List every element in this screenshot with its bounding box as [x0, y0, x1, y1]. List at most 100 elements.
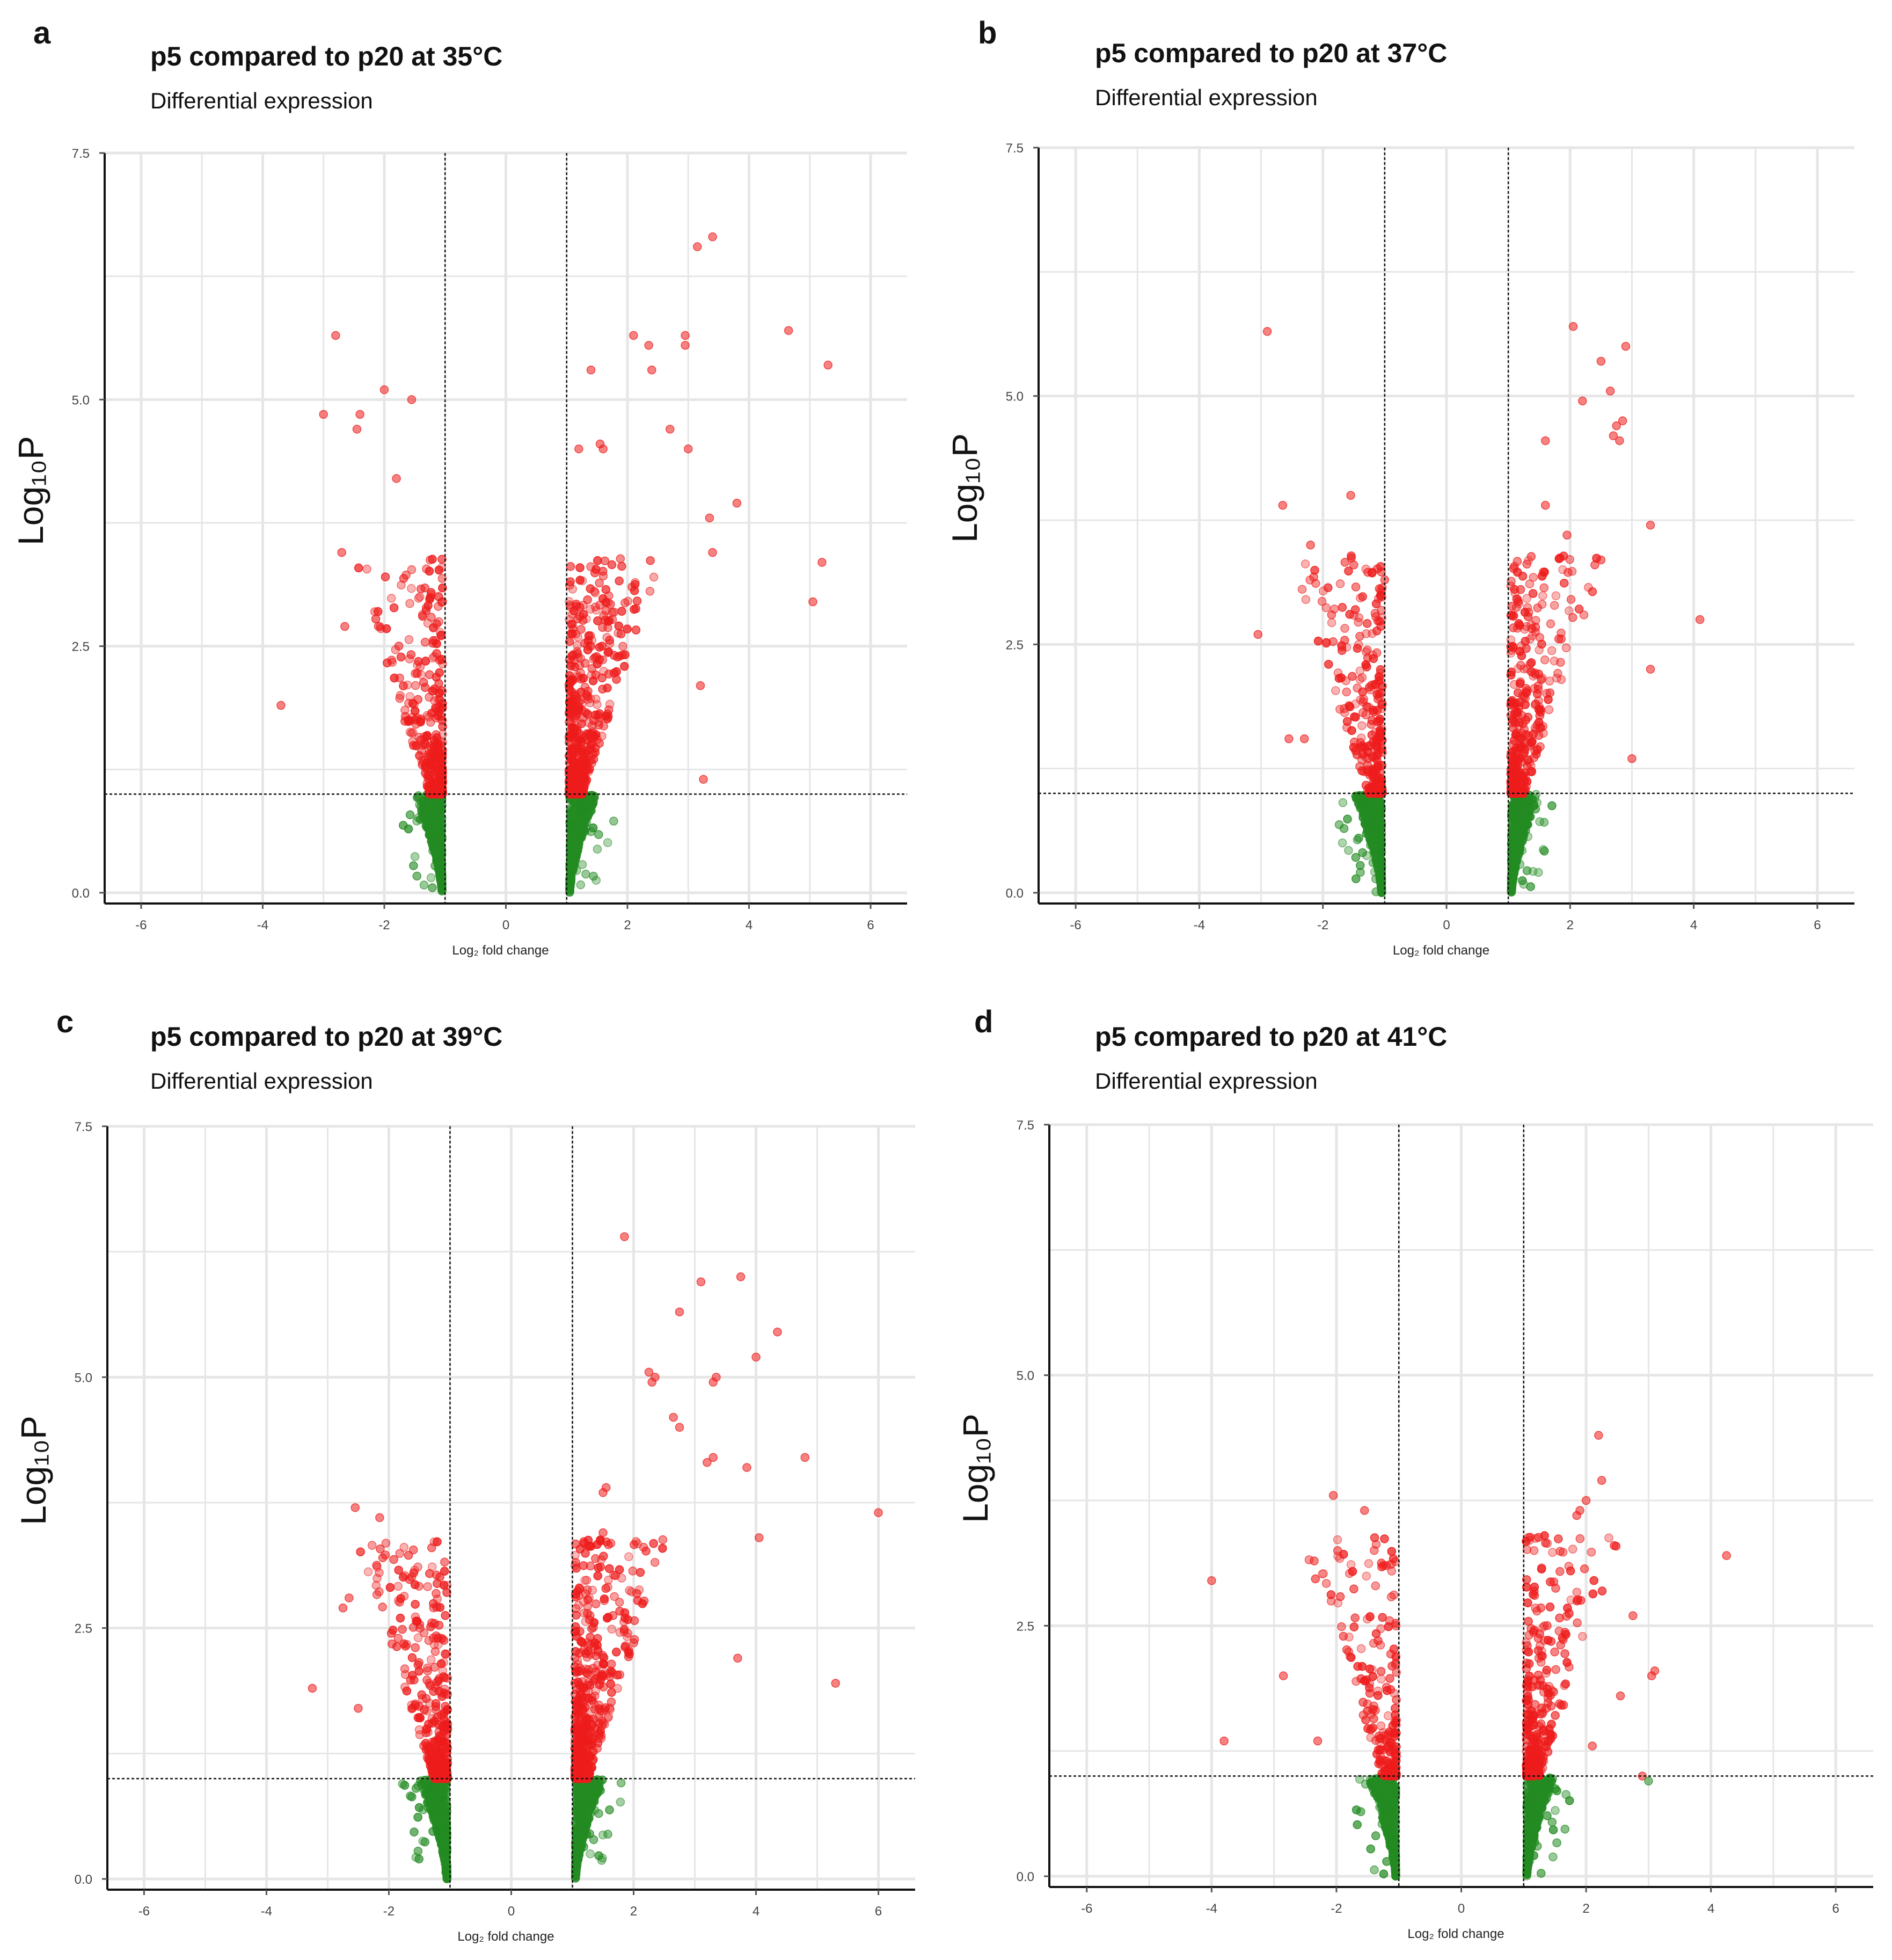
- data-point: [573, 702, 583, 711]
- data-point: [567, 839, 576, 848]
- data-point: [1323, 583, 1333, 593]
- data-point: [808, 597, 817, 607]
- data-point: [629, 331, 638, 340]
- data-point: [1520, 624, 1529, 634]
- data-point: [1372, 755, 1382, 765]
- data-point: [1534, 704, 1544, 714]
- data-point: [354, 563, 363, 573]
- data-point: [1356, 868, 1365, 877]
- x-tick-label: -6: [135, 918, 147, 932]
- data-point: [1340, 624, 1349, 633]
- data-point: [1514, 733, 1524, 743]
- data-point: [1357, 721, 1367, 730]
- data-point: [412, 741, 421, 751]
- data-point: [417, 584, 426, 594]
- data-point: [1578, 396, 1587, 406]
- data-point: [428, 883, 437, 892]
- data-point: [1507, 881, 1516, 891]
- data-point: [1508, 718, 1517, 727]
- data-point: [1365, 682, 1374, 692]
- x-tick-label: -4: [1194, 918, 1205, 932]
- data-point: [434, 565, 444, 575]
- data-point: [430, 696, 439, 705]
- data-point: [1344, 566, 1353, 575]
- data-point: [1337, 646, 1347, 655]
- data-point: [578, 769, 587, 778]
- data-point: [1565, 606, 1574, 616]
- data-point: [1522, 684, 1531, 693]
- data-point: [565, 758, 574, 767]
- data-point: [389, 1555, 398, 1564]
- data-point: [1526, 882, 1535, 891]
- data-point: [420, 1776, 430, 1785]
- data-point: [1510, 764, 1520, 774]
- data-point: [630, 1616, 639, 1626]
- x-tick-label: -4: [257, 918, 268, 932]
- data-point: [1340, 558, 1350, 567]
- data-point: [433, 746, 442, 755]
- data-point: [631, 604, 640, 614]
- y-tick-label: 7.5: [72, 147, 90, 161]
- data-point: [1536, 742, 1545, 752]
- data-point: [603, 598, 613, 607]
- data-point: [438, 768, 447, 777]
- data-point: [407, 1700, 416, 1710]
- data-point: [423, 1663, 432, 1673]
- data-point: [1515, 779, 1525, 789]
- data-point: [1348, 672, 1357, 681]
- data-point: [817, 558, 827, 567]
- data-point: [1515, 647, 1524, 656]
- data-point: [352, 425, 362, 434]
- data-point: [603, 617, 613, 626]
- data-point: [586, 365, 596, 375]
- y-axis-title: Log₁₀P: [945, 433, 984, 543]
- data-point: [586, 631, 595, 640]
- data-point: [1344, 846, 1353, 855]
- data-point: [567, 658, 576, 667]
- data-point: [428, 686, 437, 696]
- data-point: [1317, 596, 1327, 606]
- data-point: [573, 1854, 583, 1863]
- data-point: [1299, 734, 1309, 744]
- data-point: [410, 1827, 419, 1837]
- data-point: [576, 820, 585, 829]
- data-point: [428, 1808, 437, 1817]
- data-point: [1351, 712, 1360, 722]
- data-point: [432, 730, 441, 739]
- data-point: [572, 1789, 581, 1799]
- data-point: [699, 775, 708, 784]
- data-point: [567, 746, 576, 755]
- x-tick-label: 4: [746, 918, 753, 932]
- data-point: [614, 621, 624, 631]
- data-point: [429, 652, 439, 661]
- data-point: [591, 602, 600, 611]
- data-point: [618, 650, 627, 660]
- data-point: [1352, 874, 1361, 884]
- data-point: [1528, 866, 1538, 876]
- data-point: [591, 1599, 601, 1608]
- data-point: [681, 341, 690, 350]
- data-point: [1539, 583, 1548, 593]
- data-point: [1355, 675, 1365, 684]
- data-point: [1362, 851, 1371, 861]
- y-tick-label: 7.5: [1006, 141, 1024, 156]
- data-point: [431, 636, 440, 645]
- data-point: [428, 761, 437, 770]
- data-point: [1559, 551, 1568, 560]
- data-point: [425, 819, 435, 828]
- data-point: [571, 1604, 581, 1613]
- data-point: [386, 1629, 396, 1638]
- data-point: [594, 830, 603, 839]
- data-point: [427, 1783, 437, 1793]
- data-point: [383, 658, 392, 668]
- data-point: [405, 654, 414, 664]
- data-point: [406, 1791, 415, 1801]
- data-point: [1515, 718, 1524, 727]
- data-point: [1596, 356, 1606, 366]
- data-point: [437, 843, 447, 853]
- data-point: [319, 410, 328, 419]
- data-point: [1368, 770, 1377, 779]
- data-point: [597, 673, 607, 683]
- data-point: [649, 572, 659, 582]
- data-point: [610, 651, 619, 660]
